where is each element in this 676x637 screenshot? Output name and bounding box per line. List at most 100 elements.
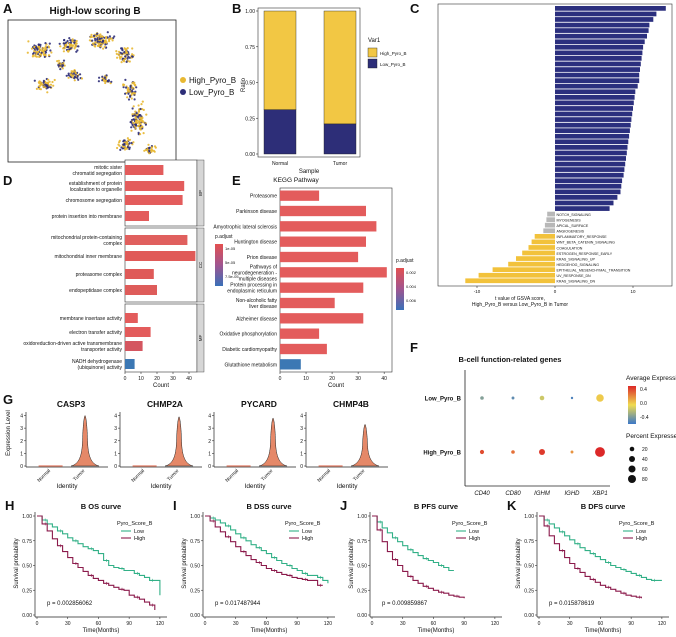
km-legend-title: Pyro_Score_B xyxy=(452,521,488,527)
gsva-bar xyxy=(555,56,642,61)
y-tick-label: 1 xyxy=(20,451,23,457)
legend-title: p.adjust xyxy=(396,258,414,264)
legend-pct-dot xyxy=(628,465,636,473)
umap-point-low xyxy=(123,51,126,54)
legend-colorbar xyxy=(396,268,404,310)
umap-point-low xyxy=(58,42,61,45)
km-curve-high xyxy=(205,515,323,586)
x-tick-label: 90 xyxy=(126,621,132,627)
umap-point-high xyxy=(42,85,45,88)
y-axis-label: Survival probability xyxy=(14,538,20,588)
gsva-bar xyxy=(544,222,555,228)
umap-point-low xyxy=(77,45,80,48)
y-tick-label: 0.00 xyxy=(357,613,367,619)
x-tick-label: 120 xyxy=(658,621,667,627)
gsva-label: GLYCOLYSIS xyxy=(531,85,554,89)
umap-point-high xyxy=(134,110,137,113)
umap-point-high xyxy=(42,47,45,50)
umap-point-low xyxy=(144,123,147,126)
umap-point-high xyxy=(139,133,142,136)
panel-k: B DFS curve 0.00 0.25 0.50 0.75 1.00 0 30 60 90 12… xyxy=(516,502,669,634)
y-tick-label: 0.00 xyxy=(190,613,200,619)
violin-tumor xyxy=(164,416,194,467)
gsva-bar xyxy=(555,50,643,56)
x-tick-label: 90 xyxy=(628,621,634,627)
legend-pct-tick: 20 xyxy=(642,447,648,453)
go-label: membrane insertase activity xyxy=(60,316,123,322)
umap-point-high xyxy=(134,126,137,129)
panel-letter-I: I xyxy=(173,498,177,513)
x-tick-label: 30 xyxy=(170,376,176,382)
umap-point-high xyxy=(132,122,135,125)
umap-point-high xyxy=(74,42,77,45)
umap-point-high xyxy=(38,82,41,85)
kegg-label: multiple diseases xyxy=(239,276,278,282)
umap-point-high xyxy=(30,47,34,50)
kegg-bar xyxy=(280,221,377,232)
umap-point-high xyxy=(138,122,141,125)
gsva-label: COMPLEMENT xyxy=(528,107,554,111)
gsva-bar xyxy=(555,106,633,111)
x-tick-label: 10 xyxy=(630,289,636,294)
umap-point-low xyxy=(135,124,138,127)
legend-label-low: Low_Pyro_B xyxy=(380,62,406,67)
x-axis-label: Time(Months) xyxy=(585,628,622,634)
km-curve-low xyxy=(539,515,662,581)
umap-point-low xyxy=(48,42,51,45)
gsva-bar xyxy=(555,33,647,39)
umap-point-low xyxy=(137,131,140,134)
legend-pct-dot xyxy=(629,456,635,462)
umap-point-high xyxy=(43,53,46,57)
umap-point-low xyxy=(75,50,78,53)
gsva-label: TGF_BETA_SIGNALING xyxy=(514,163,554,167)
kegg-label: Oxidative phosphorylation xyxy=(219,332,277,338)
umap-point-low xyxy=(148,146,151,150)
umap-point-high xyxy=(93,44,96,47)
umap-point-high xyxy=(105,37,108,40)
km-title: B PFS curve xyxy=(414,502,458,511)
umap-point-low xyxy=(133,98,136,101)
gsva-label: BILE_ACID_METABOLISM xyxy=(510,207,554,211)
panel-letter-G: G xyxy=(3,392,13,407)
x-tick-label: Tumor xyxy=(333,161,348,167)
umap-point-low xyxy=(130,126,133,129)
panel-letter-E: E xyxy=(232,173,241,188)
umap-point-high xyxy=(130,97,133,100)
y-tick-label: 0 xyxy=(300,464,303,470)
gsva-label: ESTROGEN_RESPONSE_EARLY xyxy=(557,252,613,256)
umap-point-high xyxy=(104,81,107,85)
km-pvalue: p = 0.009859867 xyxy=(382,601,428,607)
legend-title: p.adjust xyxy=(215,234,233,240)
gsva-bar xyxy=(555,95,635,100)
umap-point-low xyxy=(67,45,70,49)
umap-point-high xyxy=(27,40,30,43)
y-tick-label: 0.25 xyxy=(22,588,32,594)
y-tick-label: 0.75 xyxy=(190,539,200,545)
umap-point-high xyxy=(145,113,148,116)
umap-point-low xyxy=(123,142,126,146)
gsva-label: HEDGEHOG_SIGNALING xyxy=(557,263,600,267)
umap-point-low xyxy=(128,142,131,145)
gsva-bar xyxy=(555,72,640,78)
umap-point-low xyxy=(125,60,128,64)
y-tick-label: 0.00 xyxy=(22,613,32,619)
dot xyxy=(570,396,574,400)
umap-point-high xyxy=(148,152,151,155)
umap-point-high xyxy=(53,78,56,82)
umap-point-low xyxy=(92,34,96,38)
umap-point-high xyxy=(34,55,37,58)
dot xyxy=(511,450,515,454)
km-curve-low xyxy=(205,515,329,584)
umap-point-high xyxy=(71,45,74,48)
gsva-bar xyxy=(555,189,621,195)
kegg-bar xyxy=(280,297,335,309)
umap-point-high xyxy=(94,41,97,44)
umap-point-high xyxy=(103,79,106,82)
legend-pct-title: Percent Expressed xyxy=(626,433,676,440)
umap-point-low xyxy=(96,38,99,41)
km-pvalue: p = 0.002856062 xyxy=(47,601,93,607)
facet-label: CC xyxy=(198,261,203,268)
umap-point-high xyxy=(126,47,129,50)
umap-point-high xyxy=(66,50,69,53)
kegg-label: Proteasome xyxy=(250,194,277,200)
